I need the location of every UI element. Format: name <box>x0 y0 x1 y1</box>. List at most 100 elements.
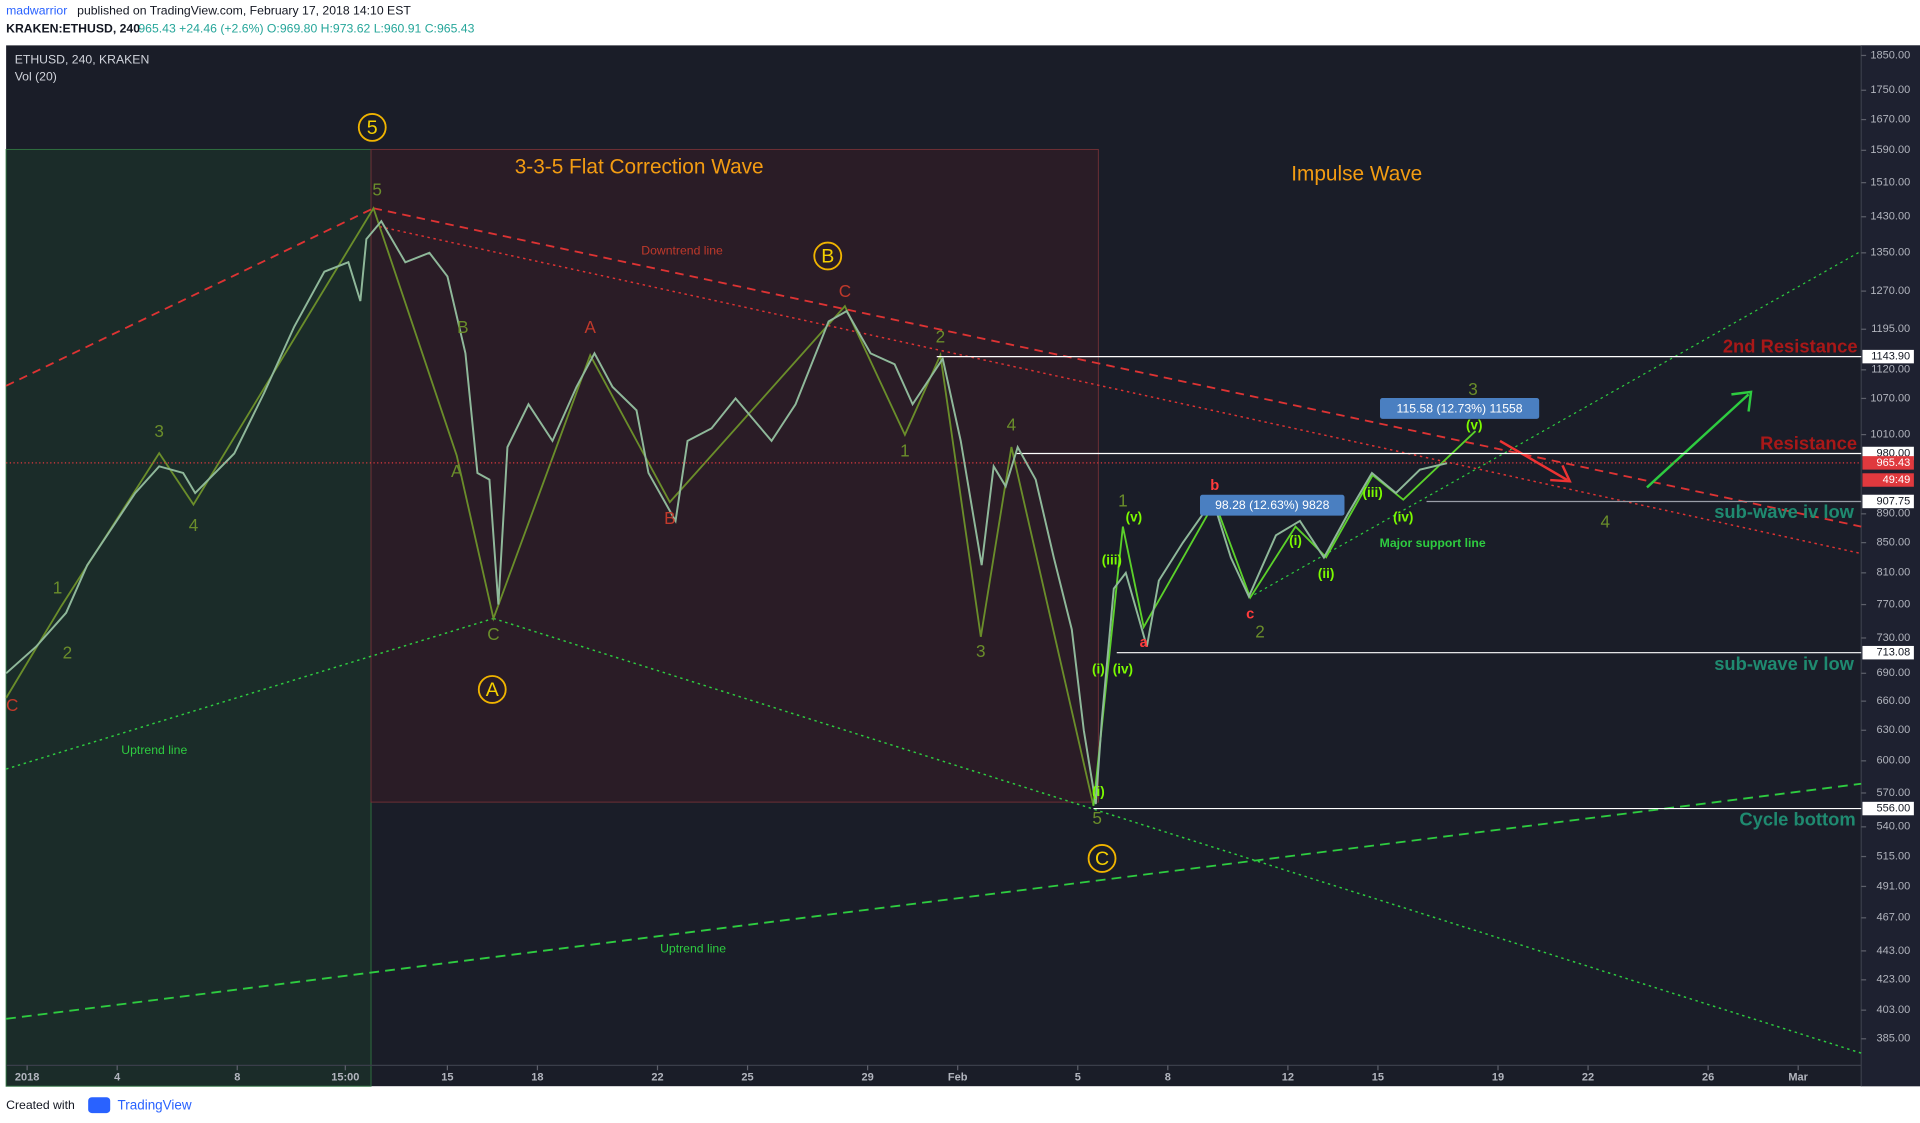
y-tick-label: 1270.00 <box>1870 285 1910 297</box>
y-tick-label: 570.00 <box>1877 787 1911 799</box>
x-tick-label: 15 <box>1372 1072 1384 1084</box>
chart-background <box>6 45 1920 1087</box>
annotation: Resistance <box>1760 432 1857 453</box>
y-tick-label: 1010.00 <box>1870 429 1910 441</box>
wave-circle-label: B <box>821 245 834 267</box>
annotation: 4 <box>1007 415 1017 435</box>
annotation: 3 <box>1468 379 1478 399</box>
y-tick-label: 810.00 <box>1877 567 1911 579</box>
y-tick-label: 1510.00 <box>1870 177 1910 189</box>
annotation: Cycle bottom <box>1739 808 1855 829</box>
support-line <box>1248 250 1862 599</box>
annotation: 2 <box>1255 622 1265 642</box>
footer-text: Created with <box>6 1098 75 1112</box>
annotation: (iv) <box>1113 661 1133 676</box>
annotation: 5 <box>1092 808 1102 828</box>
x-tick-label: 26 <box>1702 1072 1714 1084</box>
annotation: (v) <box>1466 418 1482 433</box>
x-tick-label: 8 <box>234 1072 240 1084</box>
plot: 385.00 403.00 423.00 443.00 467.00 491.00 515.… <box>5 49 1914 1084</box>
wave-circle <box>477 675 507 704</box>
annotation: Uptrend line <box>121 743 187 757</box>
x-tick-label: 22 <box>651 1072 663 1084</box>
y-tick-label: 403.00 <box>1877 1004 1911 1016</box>
x-tick-label: 25 <box>741 1072 753 1084</box>
published: published on TradingView.com, February 1… <box>77 3 411 17</box>
annotation: 4 <box>1601 511 1611 531</box>
quote: 965.43 +24.46 (+2.6%) O:969.80 H:973.62 … <box>138 22 474 36</box>
measure-box <box>1380 398 1540 419</box>
price-level-label: 1143.90 <box>1871 351 1910 363</box>
annotation: Major support line <box>1380 536 1486 550</box>
x-tick-label: 8 <box>1165 1072 1171 1084</box>
y-tick-label: 1350.00 <box>1870 247 1910 259</box>
y-tick-label: 690.00 <box>1877 667 1911 679</box>
annotation: 1 <box>1118 491 1128 511</box>
price-axis-background <box>1861 45 1920 1087</box>
annotation: 5 <box>372 180 382 200</box>
annotation: sub-wave iv low <box>1714 653 1854 674</box>
y-tick-label: 1670.00 <box>1870 113 1910 125</box>
annotation: Downtrend line <box>641 243 723 257</box>
annotation: C <box>487 624 499 644</box>
annotation: a <box>1140 635 1149 651</box>
wave-circle-label: C <box>1095 848 1109 870</box>
price-level-label: 965.43 <box>1877 457 1911 469</box>
annotation: c <box>1246 607 1254 623</box>
trend-line <box>5 207 374 387</box>
annotation: (ii) <box>1318 566 1334 581</box>
x-tick-label: 19 <box>1492 1072 1504 1084</box>
x-tick-label: Feb <box>948 1072 968 1084</box>
annotation: 3-3-5 Flat Correction Wave <box>515 155 764 178</box>
annotation: 2 <box>63 642 73 662</box>
annotation: Uptrend line <box>660 941 726 955</box>
author[interactable]: madwarrior <box>6 3 67 17</box>
x-tick-label: 12 <box>1282 1072 1294 1084</box>
y-tick-label: 467.00 <box>1877 912 1911 924</box>
annotation: (i) <box>1289 533 1302 548</box>
annotation: Impulse Wave <box>1291 163 1422 186</box>
brand[interactable]: TradingView <box>118 1097 192 1112</box>
y-tick-label: 515.00 <box>1877 850 1911 862</box>
trend-line <box>493 617 1862 1054</box>
y-tick-label: 1195.00 <box>1871 323 1910 335</box>
y-tick-label: 630.00 <box>1877 724 1911 736</box>
price-level-box <box>1862 349 1914 364</box>
y-tick-label: 1590.00 <box>1870 144 1910 156</box>
y-tick-label: 1750.00 <box>1870 84 1910 96</box>
downtrend-line <box>373 207 1862 528</box>
annotation: A <box>584 317 596 337</box>
y-tick-label: 600.00 <box>1877 755 1911 767</box>
x-tick-label: Mar <box>1788 1072 1808 1084</box>
annotation: B <box>664 508 675 528</box>
wave-circle <box>813 241 843 271</box>
annotation: (i) <box>1092 661 1105 676</box>
projection-arrow <box>1646 393 1750 489</box>
measure-label: 98.28 (12.63%) 9828 <box>1215 498 1329 512</box>
x-tick-label: 15 <box>441 1072 453 1084</box>
annotation: b <box>1210 478 1219 494</box>
countdown-box <box>1862 473 1914 487</box>
annotation: 2 <box>936 327 946 347</box>
x-tick-label: 18 <box>531 1072 543 1084</box>
annotation: B <box>457 317 468 337</box>
price-level-box <box>1862 645 1914 660</box>
price-level-label: 556.00 <box>1877 802 1911 814</box>
x-tick-label: 15:00 <box>331 1072 359 1084</box>
wave-circle-label: 5 <box>367 117 378 139</box>
x-tick-label: 4 <box>114 1072 121 1084</box>
y-tick-label: 850.00 <box>1877 537 1911 549</box>
chart-legend: ETHUSD, 240, KRAKEN <box>15 52 150 66</box>
annotation: sub-wave iv low <box>1714 501 1854 522</box>
symbol: KRAKEN:ETHUSD, 240 <box>6 22 140 36</box>
wave-circle <box>1087 844 1117 873</box>
annotation: 3 <box>976 641 986 661</box>
annotation: 1 <box>53 578 63 598</box>
price-line <box>5 219 1448 805</box>
annotation: A <box>451 461 463 481</box>
annotation: C <box>6 695 18 715</box>
arrow-head <box>1550 464 1572 483</box>
price-level-label: 907.75 <box>1877 495 1911 507</box>
annotation: (iii) <box>1102 552 1122 567</box>
y-tick-label: 540.00 <box>1877 821 1911 833</box>
